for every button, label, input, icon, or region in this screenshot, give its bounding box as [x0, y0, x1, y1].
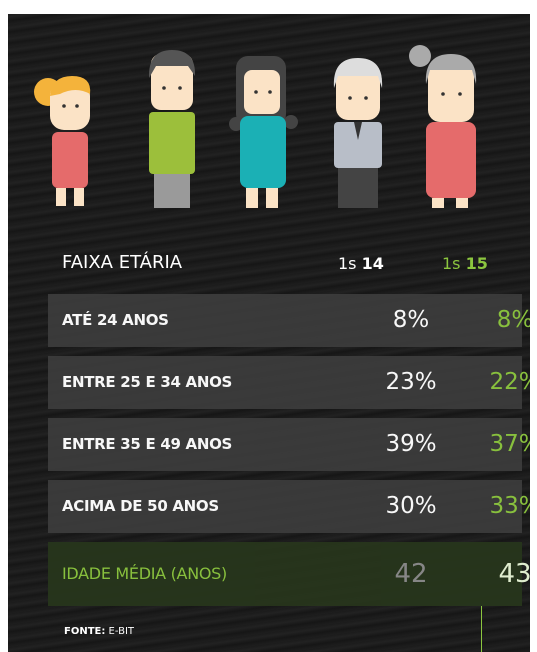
header-prefix: 1s [338, 254, 357, 273]
header-year: 14 [362, 254, 384, 273]
row-label: IDADE MÉDIA (ANOS) [62, 542, 227, 606]
people-illustration [8, 14, 530, 224]
cell-value: 39% [366, 418, 456, 471]
figure-young-man [149, 50, 195, 208]
source-note: FONTE: E-BIT [64, 626, 134, 637]
row-label: ENTRE 25 E 34 ANOS [62, 356, 232, 409]
column-header: 1s 14 [338, 254, 384, 273]
column-header-label: FAIXA ETÁRIA [62, 252, 182, 273]
page: {"table": { "header": {"label": "FAIXA E… [0, 0, 537, 652]
infographic: FAIXA ETÁRIA 1s 14 1s 15 ATÉ 24 ANOS 8% 8%… [8, 14, 530, 652]
row-label: ACIMA DE 50 ANOS [62, 480, 219, 533]
figure-old-woman [409, 45, 476, 208]
figure-girl [34, 76, 90, 206]
cell-value: 30% [366, 480, 456, 533]
source-value: E-BIT [109, 626, 135, 637]
cell-value: 22% [470, 356, 530, 409]
cell-value: 23% [366, 356, 456, 409]
row-label: ENTRE 35 E 49 ANOS [62, 418, 232, 471]
figure-woman [229, 56, 298, 208]
figure-old-man [334, 58, 382, 208]
header-prefix: 1s [442, 254, 461, 273]
indicator-line [481, 606, 482, 652]
header-year: 15 [466, 254, 488, 273]
cell-value: 8% [366, 294, 456, 347]
cell-value: 43 [470, 542, 530, 606]
cell-value: 42 [366, 542, 456, 606]
row-label: ATÉ 24 ANOS [62, 294, 169, 347]
column-header: 1s 15 [442, 254, 488, 273]
cell-value: 8% [470, 294, 530, 347]
source-label: FONTE: [64, 626, 105, 637]
cell-value: 37% [470, 418, 530, 471]
cell-value: 33% [470, 480, 530, 533]
